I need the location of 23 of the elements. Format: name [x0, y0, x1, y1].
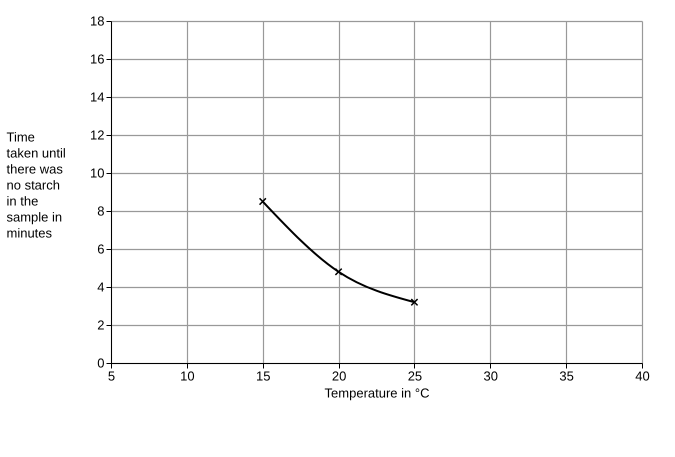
y-tick-label: 10 [90, 166, 104, 180]
x-tick-label: 20 [332, 368, 346, 384]
y-tick-label: 6 [97, 242, 104, 256]
y-tick-label: 12 [90, 128, 104, 142]
x-tick-label: 10 [180, 368, 195, 384]
y-tick-label: 4 [97, 280, 104, 294]
x-tick-label: 35 [559, 368, 574, 384]
point [258, 198, 267, 206]
point [334, 268, 342, 276]
x-tick-label: 15 [256, 368, 270, 384]
y-axis-title: Time taken until there was no starch in the sample in minutes [6, 130, 66, 240]
y-tick-label: 2 [97, 318, 104, 332]
x-tick-label: 25 [408, 368, 422, 384]
x-tick-label: 40 [635, 368, 650, 384]
x-tick-label: 30 [484, 368, 498, 384]
x-tick-label: 5 [108, 368, 116, 384]
point [410, 298, 418, 306]
y-tick-label: 14 [90, 90, 104, 104]
y-tick-label: 18 [90, 14, 104, 28]
y-tick-label: 0 [97, 356, 104, 370]
y-tick-label: 8 [97, 204, 104, 218]
y-tick-label: 16 [90, 52, 104, 66]
x-axis-title: Temperature in °C [324, 386, 430, 400]
